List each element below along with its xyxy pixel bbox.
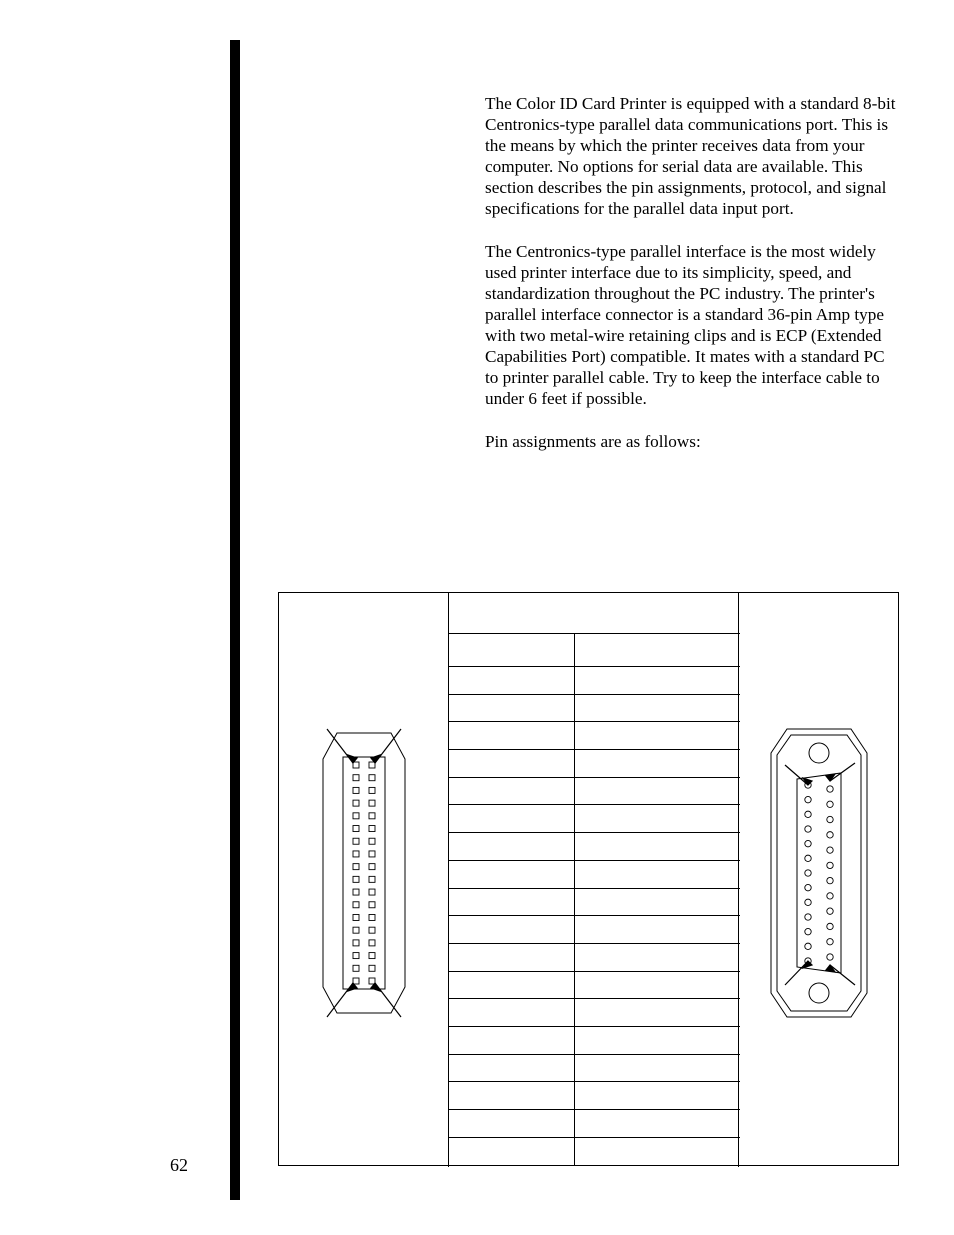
table-subheader-row (449, 634, 740, 667)
table-cell (449, 805, 575, 832)
body-text-column: The Color ID Card Printer is equipped wi… (485, 94, 897, 475)
paragraph-1: The Color ID Card Printer is equipped wi… (485, 94, 897, 220)
table-cell (449, 1082, 575, 1109)
table-cell (449, 778, 575, 805)
table-cell (449, 695, 575, 722)
table-col-1-header (449, 634, 575, 666)
paragraph-3: Pin assignments are as follows: (485, 432, 897, 453)
table-row (449, 1055, 740, 1083)
table-row (449, 805, 740, 833)
table-row (449, 1138, 740, 1166)
table-cell (449, 889, 575, 916)
table-row (449, 667, 740, 695)
table-cell (449, 667, 575, 694)
cable-connector-cell (738, 593, 898, 1167)
table-row (449, 1082, 740, 1110)
table-row (449, 750, 740, 778)
table-row (449, 695, 740, 723)
table-row (449, 861, 740, 889)
table-cell (449, 861, 575, 888)
table-cell (449, 916, 575, 943)
table-cell (449, 999, 575, 1026)
table-row (449, 833, 740, 861)
table-row (449, 972, 740, 1000)
centronics-connector-diagram (309, 723, 419, 1023)
pin-table-grid (449, 593, 740, 1165)
table-cell (449, 1138, 575, 1166)
table-row (449, 944, 740, 972)
table-cell (449, 1027, 575, 1054)
table-row (449, 1110, 740, 1138)
db25-connector-diagram (763, 723, 875, 1023)
table-cell (449, 972, 575, 999)
left-margin-rule (230, 40, 240, 1200)
table-cell (449, 833, 575, 860)
table-row (449, 999, 740, 1027)
table-cell (449, 750, 575, 777)
table-row (449, 778, 740, 806)
pin-assignment-figure (278, 592, 899, 1166)
table-row (449, 889, 740, 917)
table-cell (449, 1110, 575, 1137)
table-header-row (449, 593, 740, 634)
table-row (449, 916, 740, 944)
page-number: 62 (170, 1155, 188, 1176)
table-cell (449, 1055, 575, 1082)
table-row (449, 1027, 740, 1055)
printer-connector-cell (279, 593, 449, 1167)
table-cell (449, 944, 575, 971)
paragraph-2: The Centronics-type parallel interface i… (485, 242, 897, 410)
pin-table (449, 593, 740, 1167)
table-cell (449, 722, 575, 749)
table-row (449, 722, 740, 750)
